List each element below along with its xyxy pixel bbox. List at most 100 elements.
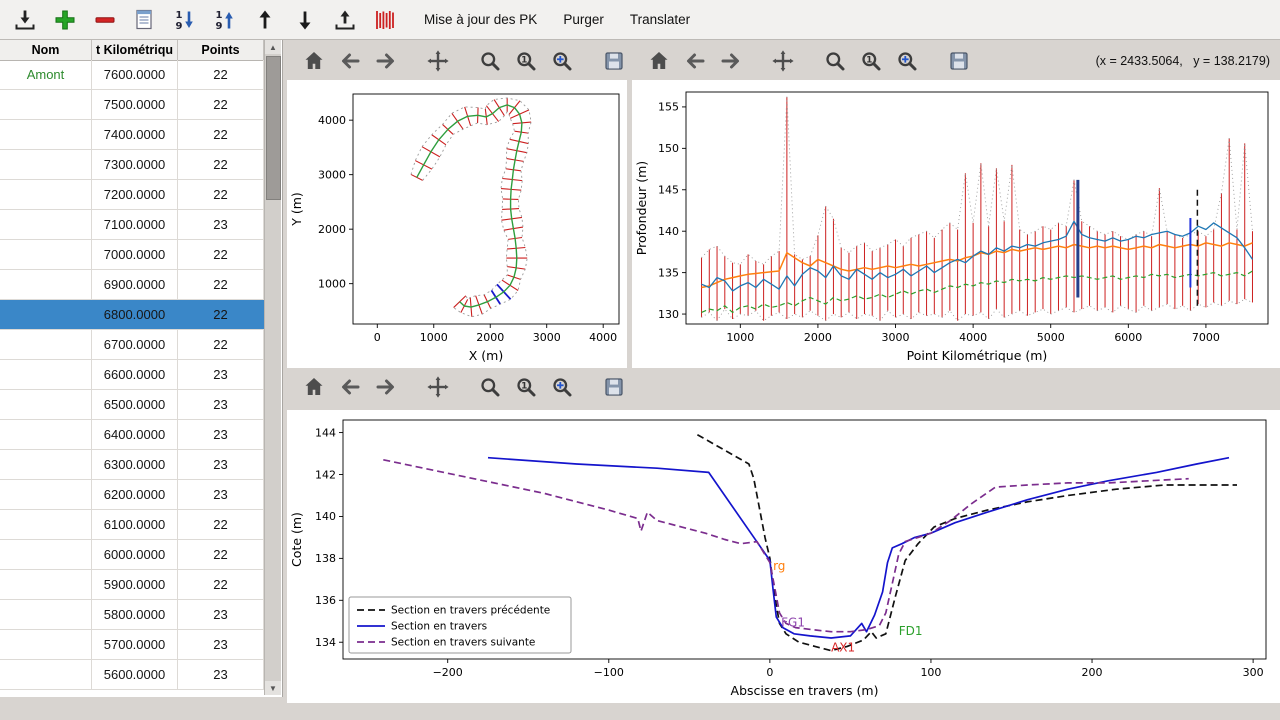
home-button[interactable] xyxy=(299,372,329,402)
edit-sections-button[interactable] xyxy=(130,4,160,36)
pan-button[interactable] xyxy=(423,372,453,402)
table-row[interactable]: 6100.0000 22 xyxy=(0,510,264,540)
zoom-one-button[interactable]: 1 xyxy=(856,46,886,76)
table-scrollbar[interactable]: ▲ ▼ xyxy=(264,40,281,695)
forward-button[interactable] xyxy=(371,372,401,402)
profile-toolbar: 1 (x = 2433.5064, y = 138.2179) xyxy=(630,42,1280,80)
table-row[interactable]: 6800.0000 22 xyxy=(0,300,264,330)
sort-descending-button[interactable]: 1 9 xyxy=(170,4,200,36)
back-button[interactable] xyxy=(335,46,365,76)
save-figure-button[interactable] xyxy=(944,46,974,76)
table-row[interactable]: 6200.0000 23 xyxy=(0,480,264,510)
table-row[interactable]: 6500.0000 23 xyxy=(0,390,264,420)
table-row[interactable]: 7000.0000 22 xyxy=(0,240,264,270)
translate-button[interactable]: Translater xyxy=(622,6,698,33)
table-row[interactable]: 5700.0000 23 xyxy=(0,630,264,660)
svg-text:142: 142 xyxy=(315,468,336,481)
table-cell-points: 22 xyxy=(178,300,264,329)
table-row[interactable]: Amont 7600.0000 22 xyxy=(0,60,264,90)
magnifier-rect-icon xyxy=(898,52,917,71)
table-row[interactable]: 5600.0000 23 xyxy=(0,660,264,690)
zoom-rect-button[interactable] xyxy=(547,46,577,76)
svg-text:135: 135 xyxy=(658,266,679,279)
edit-list-icon xyxy=(136,9,152,29)
import-button[interactable] xyxy=(10,4,40,36)
table-row[interactable]: 7100.0000 23 xyxy=(0,210,264,240)
update-pk-button[interactable]: Mise à jour des PK xyxy=(416,6,545,33)
forward-button[interactable] xyxy=(371,46,401,76)
table-cell-points: 23 xyxy=(178,210,264,239)
table-row[interactable]: 6300.0000 23 xyxy=(0,450,264,480)
zoom-button[interactable] xyxy=(820,46,850,76)
svg-text:FD1: FD1 xyxy=(899,624,923,638)
home-icon xyxy=(650,52,668,69)
cross-section-figure[interactable]: −200 −100 0 100 200 300 134 136 138 140 142 144 Absc… xyxy=(287,410,1280,703)
scroll-down-button[interactable]: ▼ xyxy=(265,681,281,695)
table-row[interactable]: 7500.0000 22 xyxy=(0,90,264,120)
save-figure-button[interactable] xyxy=(599,372,629,402)
purge-button[interactable]: Purger xyxy=(555,6,612,33)
profile-chart-svg[interactable]: 1000 2000 3000 4000 5000 6000 7000 130 135 140 145… xyxy=(632,80,1280,368)
column-header-points[interactable]: Points xyxy=(178,40,264,60)
add-section-button[interactable] xyxy=(50,4,80,36)
back-button[interactable] xyxy=(680,46,710,76)
plan-view-figure[interactable]: 0 1000 2000 3000 4000 1000 2000 3000 4000 X (m) Y … xyxy=(287,80,627,368)
save-figure-button[interactable] xyxy=(599,46,629,76)
table-cell-nom xyxy=(0,210,92,239)
svg-text:155: 155 xyxy=(658,101,679,114)
back-arrow-icon xyxy=(342,379,360,395)
table-row[interactable]: 5900.0000 22 xyxy=(0,570,264,600)
home-button[interactable] xyxy=(299,46,329,76)
export-button[interactable] xyxy=(330,4,360,36)
table-row[interactable]: 7200.0000 22 xyxy=(0,180,264,210)
table-row[interactable]: 7300.0000 22 xyxy=(0,150,264,180)
table-row[interactable]: 6900.0000 22 xyxy=(0,270,264,300)
table-row[interactable]: 5800.0000 23 xyxy=(0,600,264,630)
zoom-one-button[interactable]: 1 xyxy=(511,46,541,76)
home-button[interactable] xyxy=(644,46,674,76)
svg-text:3000: 3000 xyxy=(318,168,346,181)
sort-ascending-button[interactable]: 1 9 xyxy=(210,4,240,36)
svg-text:X (m): X (m) xyxy=(469,348,503,363)
table-row[interactable]: 6400.0000 23 xyxy=(0,420,264,450)
svg-text:1: 1 xyxy=(866,56,872,66)
svg-text:3000: 3000 xyxy=(882,331,910,344)
pan-button[interactable] xyxy=(768,46,798,76)
table-row[interactable]: 7400.0000 22 xyxy=(0,120,264,150)
sort-descending-icon: 1 9 xyxy=(176,10,193,32)
table-row[interactable]: 6600.0000 23 xyxy=(0,360,264,390)
longitudinal-profile-figure[interactable]: 1000 2000 3000 4000 5000 6000 7000 130 135 140 145… xyxy=(632,80,1280,368)
zoom-button[interactable] xyxy=(475,372,505,402)
plan-chart-svg[interactable]: 0 1000 2000 3000 4000 1000 2000 3000 4000 X (m) Y … xyxy=(287,80,627,368)
scroll-up-button[interactable]: ▲ xyxy=(265,40,281,54)
zoom-rect-button[interactable] xyxy=(892,46,922,76)
table-cell-nom xyxy=(0,600,92,629)
pan-button[interactable] xyxy=(423,46,453,76)
table-cell-points: 23 xyxy=(178,390,264,419)
magnifier-one-icon: 1 xyxy=(517,378,536,397)
zoom-button[interactable] xyxy=(475,46,505,76)
move-up-button[interactable] xyxy=(250,4,280,36)
move-down-button[interactable] xyxy=(290,4,320,36)
remove-section-button[interactable] xyxy=(90,4,120,36)
back-button[interactable] xyxy=(335,372,365,402)
scrollbar-thumb[interactable] xyxy=(266,56,281,200)
magnifier-icon xyxy=(481,52,500,71)
table-cell-points: 23 xyxy=(178,630,264,659)
sections-update-button[interactable] xyxy=(370,4,400,36)
table-cell-points: 22 xyxy=(178,120,264,149)
zoom-rect-button[interactable] xyxy=(547,372,577,402)
section-chart-svg[interactable]: −200 −100 0 100 200 300 134 136 138 140 142 144 Absc… xyxy=(287,410,1280,703)
table-cell-nom xyxy=(0,120,92,149)
forward-button[interactable] xyxy=(716,46,746,76)
pan-icon xyxy=(427,50,449,72)
table-cell-nom xyxy=(0,180,92,209)
table-cell-points: 22 xyxy=(178,60,264,89)
plan-toolbar-icons: 1 xyxy=(299,46,629,76)
table-row[interactable]: 6700.0000 22 xyxy=(0,330,264,360)
zoom-one-button[interactable]: 1 xyxy=(511,372,541,402)
column-header-nom[interactable]: Nom xyxy=(0,40,92,60)
column-header-pk[interactable]: t Kilométriqu xyxy=(92,40,178,60)
table-cell-pk: 6700.0000 xyxy=(92,330,178,359)
table-row[interactable]: 6000.0000 22 xyxy=(0,540,264,570)
